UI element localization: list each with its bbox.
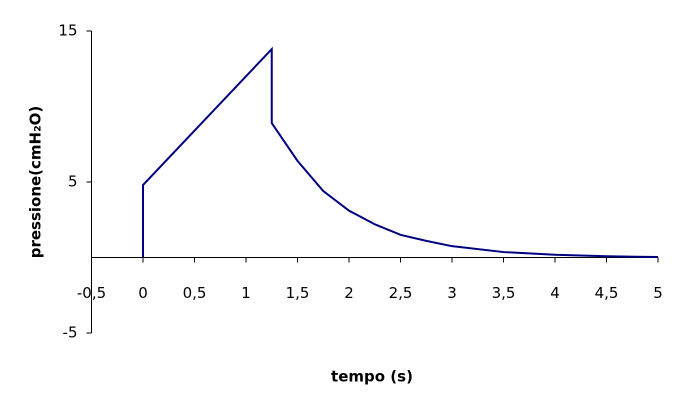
y-tick-label: -5 xyxy=(63,324,78,342)
x-tick-label: 0,5 xyxy=(183,284,207,302)
data-line xyxy=(142,46,659,259)
x-axis-title: tempo (s) xyxy=(331,368,413,386)
x-tick-label: 0 xyxy=(138,284,148,302)
x-tick-label: 1 xyxy=(241,284,251,302)
x-tick-label: 4 xyxy=(550,284,560,302)
y-axis-title: pressione(cmH₂O) xyxy=(27,106,45,259)
y-tick-label: 15 xyxy=(58,22,77,40)
x-tick-label: 2 xyxy=(344,284,354,302)
x-tick-label: -0,5 xyxy=(77,284,106,302)
x-tick-label: 4,5 xyxy=(595,284,619,302)
x-tick-label: 2,5 xyxy=(389,284,413,302)
y-tick-label: 5 xyxy=(68,173,78,191)
x-tick-label: 5 xyxy=(653,284,663,302)
x-tick-label: 3,5 xyxy=(492,284,516,302)
x-tick-label: 1,5 xyxy=(286,284,310,302)
x-tick-label: 3 xyxy=(447,284,457,302)
